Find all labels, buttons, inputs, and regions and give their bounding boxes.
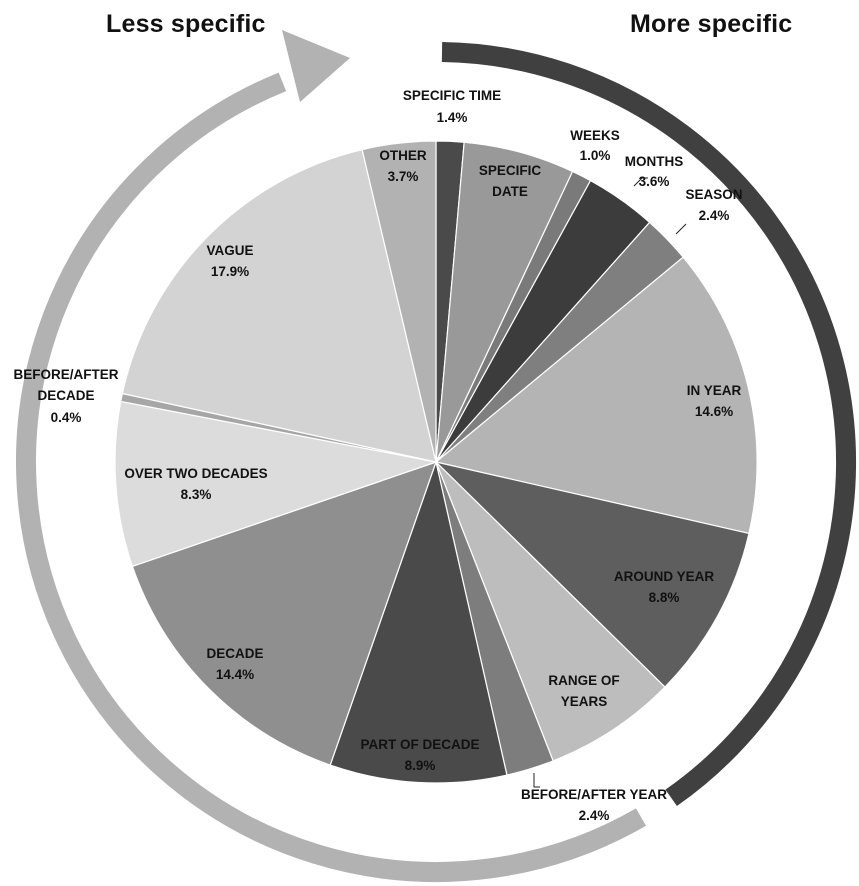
slice-value-before-after-decade: 0.4%: [51, 410, 82, 425]
slice-value-weeks: 1.0%: [580, 148, 611, 163]
slice-value-months: 3.6%: [639, 174, 670, 189]
slice-value-other: 3.7%: [388, 169, 419, 184]
more-specific-arc: [441, 42, 857, 807]
slice-value-in-year: 14.6%: [695, 404, 733, 419]
slice-label-range-of-years-line2: YEARS: [561, 694, 608, 709]
leader-line-months: [633, 177, 648, 187]
slice-label-months: MONTHS: [625, 154, 684, 169]
leader-line-before-after-year: [533, 773, 540, 788]
slice-label-specific-date-line2: DATE: [492, 184, 528, 199]
slice-value-part-of-decade: 8.9%: [405, 758, 436, 773]
less-specific-arrowhead: [282, 30, 350, 102]
pie-slice-vague: [121, 148, 437, 463]
slice-label-before-after-year: BEFORE/AFTER YEAR: [521, 787, 667, 802]
slice-labels: SPECIFIC TIME 1.4% SPECIFIC DATE 5.6% WEEKS 1.…: [13, 0, 742, 823]
pie-slice-decade: [131, 461, 437, 766]
slice-label-specific-date-line1: SPECIFIC: [479, 163, 542, 178]
slice-label-around-year: AROUND YEAR: [614, 569, 715, 584]
slice-value-over-two-decades: 8.3%: [181, 487, 212, 502]
slice-label-over-two-decades: OVER TWO DECADES: [124, 466, 267, 481]
slice-label-specific-time: SPECIFIC TIME: [403, 88, 501, 103]
leader-line-season: [675, 223, 687, 235]
pie-slice-in-year: [434, 256, 758, 535]
specificity-arcs: [16, 30, 857, 882]
pie-slice-around-year: [434, 460, 750, 688]
slice-label-range-of-years-line1: RANGE OF: [548, 673, 619, 688]
leader-lines: [533, 177, 687, 788]
slice-value-vague: 17.9%: [211, 264, 249, 279]
slice-label-before-after-decade-line1: BEFORE/AFTER: [13, 367, 118, 382]
slice-label-in-year: IN YEAR: [687, 383, 742, 398]
pie-slice-other: [361, 140, 437, 463]
slice-value-before-after-year: 2.4%: [579, 808, 610, 823]
slice-value-season: 2.4%: [699, 208, 730, 223]
pie-slice-over-two-decades: [114, 400, 439, 568]
more-specific-label: More specific: [630, 10, 793, 38]
slice-value-decade: 14.4%: [216, 667, 254, 682]
slice-label-before-after-decade-line2: DECADE: [37, 388, 94, 403]
slice-label-season: SEASON: [685, 187, 742, 202]
slice-value-specific-time: 1.4%: [437, 110, 468, 125]
slice-label-decade: DECADE: [206, 646, 263, 661]
pie-slices: [114, 140, 758, 784]
slice-label-other: OTHER: [379, 148, 427, 163]
less-specific-arc: [16, 72, 646, 882]
pie-slice-part-of-decade: [329, 459, 508, 784]
less-specific-label: Less specific: [106, 10, 266, 38]
slice-value-around-year: 8.8%: [649, 590, 680, 605]
pie-slice-range-of-years: [435, 461, 666, 762]
slice-value-specific-date: 5.6%: [495, 0, 526, 3]
slice-value-range-of-years: 6.7%: [569, 0, 600, 3]
slice-label-vague: VAGUE: [206, 243, 253, 258]
slice-label-weeks: WEEKS: [570, 128, 620, 143]
slice-label-part-of-decade: PART OF DECADE: [360, 737, 479, 752]
